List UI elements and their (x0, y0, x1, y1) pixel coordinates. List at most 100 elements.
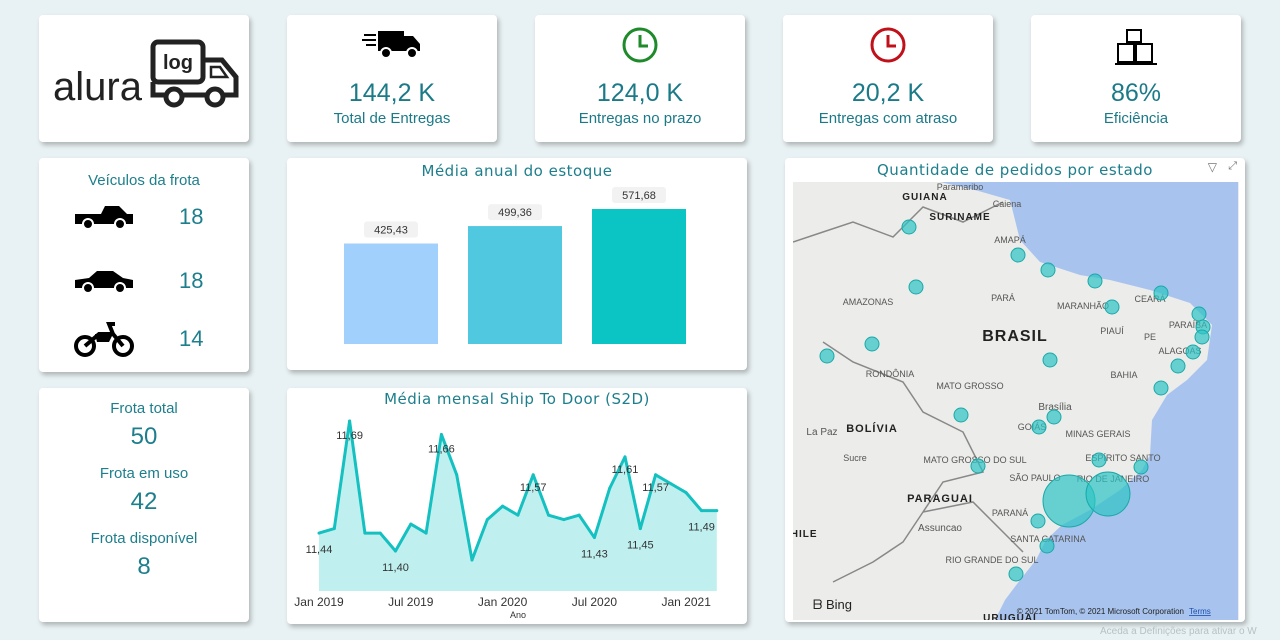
bar-data-label: 571,68 (622, 190, 656, 202)
state-bubble[interactable] (1194, 329, 1210, 345)
map-label: Caiena (993, 199, 1022, 209)
state-bubble[interactable] (1133, 459, 1149, 475)
state-bubble[interactable] (1010, 247, 1026, 263)
fleet-item-motorcycle: 14 (39, 320, 249, 360)
state-bubble[interactable] (1008, 566, 1024, 582)
map-label: MARANHÃO (1057, 301, 1109, 311)
kpi-eficiencia: 86% Eficiência (1031, 15, 1241, 142)
data-point (654, 473, 658, 477)
state-bubble[interactable] (1031, 419, 1047, 435)
data-point (516, 513, 520, 517)
bar-data-label: 499,36 (498, 207, 532, 219)
state-bubble[interactable] (1046, 409, 1062, 425)
data-point (378, 531, 382, 535)
fleet-item-car: 18 (39, 262, 249, 302)
map-label: RONDÔNIA (866, 369, 915, 379)
state-bubble[interactable] (1153, 380, 1169, 396)
state-bubble[interactable] (1087, 273, 1103, 289)
map-label: SÃO PAULO (1009, 473, 1060, 483)
map-copyright: © 2021 TomTom, © 2021 Microsoft Corporat… (1017, 607, 1184, 616)
data-label: 11,69 (336, 430, 363, 442)
data-label: 11,43 (581, 549, 608, 561)
orders-by-state-map-card: Quantidade de pedidos por estado ▽ ⤢ Par… (785, 158, 1245, 622)
svg-text:alura: alura (53, 65, 143, 109)
kpi-label: Total de Entregas (333, 110, 451, 127)
map-label: AMAPÁ (994, 235, 1026, 245)
kpi-total-entregas: 144,2 K Total de Entregas (287, 15, 497, 142)
data-point (439, 432, 443, 436)
map-label: ALAGOAS (1158, 346, 1201, 356)
data-label-bg (488, 204, 542, 221)
map-label: SURINAME (929, 212, 990, 223)
data-point (363, 531, 367, 535)
kpi-label: Entregas com atraso (818, 110, 958, 127)
data-label: 11,49 (688, 522, 715, 534)
state-bubble[interactable] (864, 336, 880, 352)
clock-icon (783, 27, 993, 67)
x-axis-label: Ano (510, 610, 526, 620)
pickup-count: 18 (179, 204, 204, 229)
fleet-total-label: Frota total (110, 400, 178, 417)
fleet-available-label: Frota disponível (90, 530, 198, 547)
data-label: 11,57 (520, 482, 547, 494)
state-bubble[interactable] (1039, 538, 1055, 554)
map-label: BAHIA (1110, 370, 1137, 380)
x-tick-label: 2020 (502, 347, 529, 348)
data-point (638, 527, 642, 531)
alura-log-logo: alura log (53, 39, 239, 109)
data-point (485, 518, 489, 522)
map-terms-link[interactable]: Terms (1189, 607, 1211, 616)
data-point (577, 513, 581, 517)
state-bubble[interactable] (1042, 352, 1058, 368)
state-bubble[interactable] (819, 348, 835, 364)
data-label: 11,57 (642, 482, 669, 494)
boxes-icon (1031, 27, 1241, 67)
data-point (409, 522, 413, 526)
car-count: 18 (179, 268, 204, 293)
map-label: PARANÁ (992, 508, 1028, 518)
map-label: La Paz (806, 427, 837, 438)
x-tick-label: Jul 2020 (572, 595, 618, 609)
map-label: MINAS GERAIS (1065, 429, 1130, 439)
map-label: Assuncao (918, 523, 962, 534)
map-label: Sucre (843, 453, 867, 463)
data-label: 11,40 (382, 562, 409, 574)
state-bubble[interactable] (970, 458, 986, 474)
map-label: CEARÁ (1134, 294, 1165, 304)
chart-title: Média anual do estoque (421, 162, 613, 180)
x-tick-label: 2021 (626, 347, 653, 348)
data-label: 11,45 (627, 540, 654, 552)
state-bubble[interactable] (1104, 299, 1120, 315)
focus-mode-icon[interactable]: ⤢ (1228, 160, 1237, 172)
state-bubble[interactable] (1091, 452, 1107, 468)
x-tick-label: Jan 2021 (662, 595, 712, 609)
state-bubble[interactable] (1185, 344, 1201, 360)
state-bubble[interactable] (953, 407, 969, 423)
state-bubble[interactable] (1030, 513, 1046, 529)
state-bubble[interactable] (1191, 306, 1207, 322)
fleet-available-value: 8 (137, 553, 151, 580)
data-point (700, 509, 703, 513)
state-bubble[interactable] (908, 279, 924, 295)
data-point (501, 504, 505, 508)
state-bubble[interactable] (1170, 358, 1186, 374)
map-label: BRASIL (982, 328, 1048, 345)
data-label: 11,66 (428, 443, 455, 455)
state-bubble[interactable] (901, 219, 917, 235)
state-bubble[interactable] (1085, 471, 1131, 517)
logo-card: alura log (39, 15, 249, 142)
map-label: RIO GRANDE DO SUL (945, 555, 1038, 565)
motorcycle-count: 14 (179, 326, 204, 351)
data-point (684, 491, 688, 495)
kpi-label: Eficiência (1103, 110, 1169, 127)
filter-icon[interactable]: ▽ (1207, 160, 1217, 174)
map-label: CHILE (793, 529, 818, 540)
country-borders (793, 201, 1024, 583)
state-bubble[interactable] (1040, 262, 1056, 278)
bar-data-label: 425,43 (374, 225, 408, 237)
kpi-value: 124,0 K (596, 79, 684, 107)
x-tick-label: Jul 2019 (388, 595, 434, 609)
state-bubble[interactable] (1153, 285, 1169, 301)
data-point (669, 482, 673, 486)
